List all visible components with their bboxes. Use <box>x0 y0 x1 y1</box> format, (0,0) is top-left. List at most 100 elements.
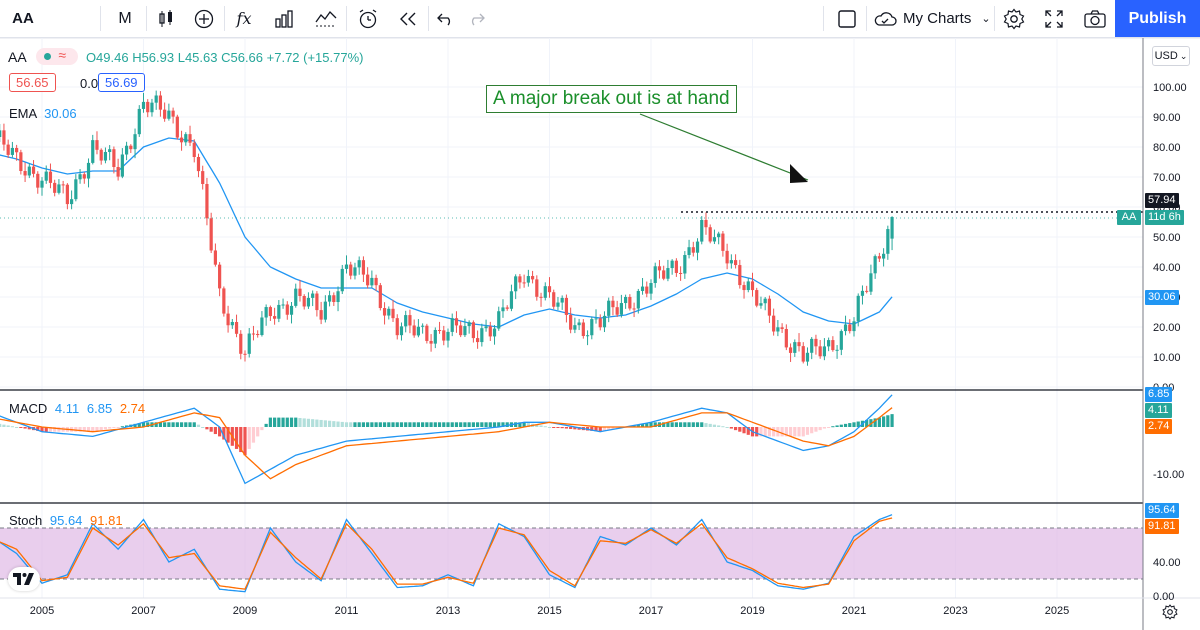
candle-body <box>805 352 810 362</box>
macd-hist-bar <box>590 427 594 431</box>
macd-hist-bar <box>670 422 674 427</box>
fullscreen-square-icon[interactable] <box>834 0 860 37</box>
currency-selector[interactable]: USD ⌄ <box>1152 46 1190 66</box>
macd-hist-bar <box>480 422 484 427</box>
candle-body <box>733 260 738 266</box>
camera-icon[interactable] <box>1081 0 1109 37</box>
macd-hist-bar <box>865 419 869 427</box>
macd-hist-bar <box>780 427 784 437</box>
bar-countdown-tag[interactable]: 11d 6h <box>1145 210 1184 225</box>
candle-body <box>404 315 408 327</box>
candle-body <box>154 95 158 103</box>
candle-body <box>61 184 65 186</box>
candle-body <box>746 281 750 291</box>
candle-body <box>776 327 780 332</box>
resistance-price-tag[interactable]: 57.94 <box>1145 193 1179 208</box>
macd-hist-bar <box>818 427 822 431</box>
currency-label: USD <box>1154 50 1178 62</box>
templates-icon[interactable] <box>312 0 340 37</box>
candle-body <box>425 325 429 341</box>
macd-hist-bar <box>120 426 124 428</box>
bid-price-box[interactable]: 56.65 <box>9 73 56 92</box>
legend-symbol[interactable]: AA <box>8 49 27 65</box>
macd-tag-2: 4.11 <box>1145 403 1172 418</box>
interval-button[interactable]: M <box>118 9 132 27</box>
macd-hist-bar <box>188 422 192 427</box>
indicators-icon[interactable]: fx <box>236 9 252 28</box>
add-compare-icon[interactable] <box>190 0 218 37</box>
macd-hist-bar <box>95 427 99 431</box>
candle-body <box>628 296 632 309</box>
macd-hist-bar <box>260 427 264 431</box>
publish-button[interactable]: Publish <box>1115 0 1200 37</box>
macd-legend[interactable]: MACD 4.11 6.85 2.74 <box>9 401 145 416</box>
candle-body <box>695 241 700 253</box>
candle-body <box>344 264 349 269</box>
candle-body <box>543 286 547 298</box>
candle-body <box>835 349 839 351</box>
expand-icon[interactable] <box>1041 0 1067 37</box>
candles-icon[interactable] <box>152 0 180 37</box>
annotation-arrow-line[interactable] <box>639 113 809 181</box>
candle-body <box>86 162 91 179</box>
market-status-icon[interactable]: ≈ <box>36 47 79 65</box>
axis-settings-gear-icon[interactable] <box>1162 604 1178 625</box>
macd-hist-bar <box>848 423 852 427</box>
candle-body <box>856 295 860 322</box>
macd-hist-bar <box>366 422 370 427</box>
financials-icon[interactable] <box>270 0 298 37</box>
settings-gear-icon[interactable] <box>1001 0 1027 37</box>
symbol-search-button[interactable]: AA <box>12 10 34 27</box>
time-axis[interactable]: 2005 2007 2009 2011 2013 2015 2017 2019 2021 2023… <box>30 605 1069 617</box>
replay-icon[interactable] <box>394 0 422 37</box>
macd-hist-bar <box>112 427 116 428</box>
macd-hist-bar <box>340 421 344 427</box>
candle-body <box>632 308 636 310</box>
macd-hist-bar <box>10 426 14 428</box>
macd-hist-bar <box>91 427 95 432</box>
alert-icon[interactable] <box>354 0 382 37</box>
macd-hist-bar <box>247 427 251 449</box>
ema-legend[interactable]: EMA 30.06 <box>9 106 77 121</box>
macd-hist-bar <box>167 422 171 427</box>
macd-hist-bar <box>163 422 167 427</box>
candle-body <box>395 318 399 336</box>
candle-body <box>264 307 268 318</box>
price-axis[interactable]: 100.0090.0080.0070.0060.0050.0040.0030.0… <box>1153 82 1187 603</box>
candle-body <box>750 281 755 291</box>
candle-body <box>31 166 36 174</box>
price-tick-label: 10.00 <box>1153 352 1181 364</box>
macd-hist-bar <box>827 427 831 428</box>
annotation-callout[interactable]: A major break out is at hand <box>486 85 737 113</box>
redo-icon[interactable] <box>464 0 488 37</box>
tradingview-logo[interactable] <box>8 567 40 591</box>
candle-body <box>251 333 256 335</box>
stoch-name: Stoch <box>9 513 43 528</box>
macd-hist-bar <box>501 422 505 427</box>
candle-body <box>607 300 611 316</box>
candle-body <box>767 298 772 316</box>
candle-body <box>721 233 725 251</box>
candle-body <box>150 102 154 113</box>
my-charts-button[interactable]: My Charts ⌄ <box>872 0 992 37</box>
macd-hist-bar <box>213 427 217 435</box>
candle-body <box>222 288 226 314</box>
ask-price-box[interactable]: 56.69 <box>98 73 145 92</box>
candle-body <box>256 333 260 336</box>
stoch-legend[interactable]: Stoch 95.64 91.81 <box>9 513 123 528</box>
candle-body <box>129 145 133 150</box>
candle-body <box>526 276 530 283</box>
stoch-d-line <box>0 517 893 590</box>
macd-hist-bar <box>103 427 108 430</box>
macd-tick-label: -10.00 <box>1153 469 1184 481</box>
undo-icon[interactable] <box>434 0 458 37</box>
candle-body <box>133 134 137 150</box>
macd-hist-bar <box>505 422 509 427</box>
candle-body <box>564 297 569 315</box>
candle-body <box>91 140 95 163</box>
candle-body <box>167 110 171 119</box>
macd-hist-bar <box>602 427 607 431</box>
candle-body <box>742 285 746 291</box>
candle-body <box>649 283 653 294</box>
chart-area[interactable]: 100.0090.0080.0070.0060.0050.0040.0030.0… <box>0 38 1200 630</box>
